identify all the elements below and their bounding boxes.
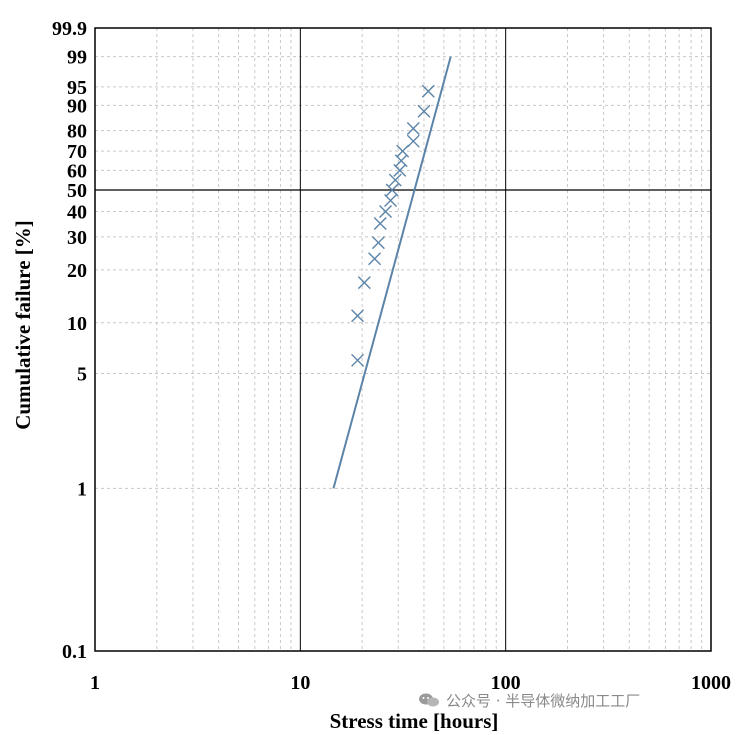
y-tick-label: 40 <box>67 202 87 224</box>
point-stroke <box>406 121 420 135</box>
point-stroke <box>385 183 399 197</box>
point-stroke <box>393 163 407 177</box>
y-tick-label: 5 <box>77 364 87 386</box>
data-point <box>396 144 410 158</box>
point-stroke <box>368 252 382 266</box>
data-point <box>371 236 385 250</box>
point-stroke <box>373 217 387 231</box>
plot-frame <box>94 27 712 652</box>
y-tick-label: 90 <box>67 95 87 117</box>
y-grid <box>95 56 711 489</box>
wechat-icon <box>418 692 440 708</box>
data-point <box>379 205 393 219</box>
data-point <box>421 84 435 98</box>
x-tick-label: 10 <box>290 672 310 694</box>
data-point <box>357 276 371 290</box>
y-axis-label: Cumulative failure [%] <box>11 220 35 430</box>
point-stroke <box>388 173 402 187</box>
data-point <box>373 217 387 231</box>
y-tick-label: 60 <box>67 160 87 182</box>
y-tick-label: 95 <box>67 77 87 99</box>
x-tick-label: 100 <box>491 672 521 694</box>
point-stroke <box>396 144 410 158</box>
data-point <box>384 193 398 207</box>
x-tick-label: 1 <box>90 672 100 694</box>
point-stroke <box>384 193 398 207</box>
data-point <box>351 353 365 367</box>
x-axis-label: Stress time [hours] <box>330 709 499 733</box>
watermark-text: 公众号 · 半导体微纳加工工厂 <box>446 692 641 710</box>
point-stroke <box>379 205 393 219</box>
y-tick-label: 1 <box>77 478 87 500</box>
data-point <box>406 134 420 148</box>
y-tick-label: 0.1 <box>62 641 87 663</box>
point-stroke <box>371 236 385 250</box>
point-stroke <box>421 84 435 98</box>
x-minor-grid <box>156 28 703 651</box>
y-tick-label: 10 <box>67 313 87 335</box>
data-point <box>406 121 420 135</box>
data-point <box>368 252 382 266</box>
data-point <box>417 104 431 118</box>
x-tick-label: 1000 <box>691 672 731 694</box>
point-stroke <box>394 154 408 168</box>
fit-line <box>332 56 452 489</box>
point-stroke <box>351 353 365 367</box>
y-tick-label: 70 <box>67 141 87 163</box>
data-point <box>388 173 402 187</box>
y-tick-label: 30 <box>67 227 87 249</box>
point-stroke <box>351 309 365 323</box>
y-tick-label: 80 <box>67 121 87 143</box>
data-point <box>385 183 399 197</box>
y-tick-label: 99 <box>67 47 87 69</box>
y-tick-label: 20 <box>67 260 87 282</box>
data-point <box>351 309 365 323</box>
point-stroke <box>406 134 420 148</box>
watermark: 公众号 · 半导体微纳加工工厂 <box>418 690 640 711</box>
y-tick-label: 99.9 <box>52 18 87 40</box>
y-tick-label: 50 <box>67 180 87 202</box>
point-stroke <box>357 276 371 290</box>
point-stroke <box>417 104 431 118</box>
